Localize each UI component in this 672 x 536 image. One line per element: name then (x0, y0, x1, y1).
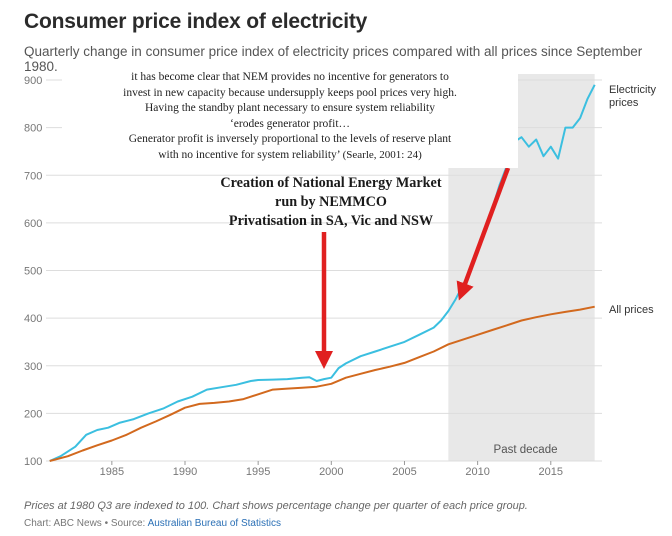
quote-line-last: with no incentive for system reliability… (62, 148, 518, 164)
y-tick-label: 700 (24, 170, 42, 182)
quote-line: it has become clear that NEM provides no… (131, 71, 449, 83)
quote-citation: (Searle, 2001: 24) (342, 148, 422, 161)
credit-prefix: Chart: ABC News • Source: (24, 518, 148, 529)
x-tick-label: 2005 (392, 466, 416, 478)
electricity-series-label: Electricity (609, 84, 657, 96)
all-prices-line (49, 305, 595, 462)
y-tick-label: 200 (24, 408, 42, 420)
quote-line: Generator profit is inversely proportion… (128, 133, 452, 146)
chart-title: Consumer price index of electricity (24, 10, 368, 33)
price-surge-arrow (456, 167, 511, 301)
event-line: run by NEMMCO (275, 194, 387, 210)
x-tick-label: 2000 (319, 466, 343, 478)
x-tick-label: 2010 (465, 466, 489, 478)
quote-line: invest in new capacity because undersupp… (123, 86, 457, 99)
chart-subtitle: Quarterly change in consumer price index… (24, 44, 643, 74)
all-prices-series-label: All prices (609, 304, 654, 316)
y-tick-label: 300 (24, 361, 42, 373)
x-tick-label: 2015 (539, 466, 563, 478)
x-tick-label: 1990 (173, 466, 197, 478)
event-annotation: Creation of National Energy Market run b… (196, 174, 466, 231)
y-tick-label: 100 (24, 456, 42, 468)
event-line: Creation of National Energy Market (220, 175, 442, 191)
y-tick-label: 600 (24, 218, 42, 230)
y-tick-label: 800 (24, 123, 42, 135)
event-line: Privatisation in SA, Vic and NSW (228, 213, 434, 229)
quote-line: Having the standby plant necessary to en… (145, 102, 435, 115)
quote-line: ‘erodes generator profit… (229, 117, 351, 130)
y-tick-label: 900 (24, 75, 42, 87)
quote-box: it has become clear that NEM provides no… (62, 68, 518, 168)
electricity-line (49, 84, 596, 462)
past-decade-label: Past decade (494, 444, 558, 456)
quote-line-text: with no incentive for system reliability… (158, 148, 340, 161)
electricity-series-label: prices (609, 97, 639, 109)
source-link[interactable]: Australian Bureau of Statistics (147, 518, 281, 529)
chart-credit: Chart: ABC News • Source: Australian Bur… (24, 518, 281, 529)
y-tick-label: 400 (24, 313, 42, 325)
x-tick-label: 1995 (246, 466, 270, 478)
y-tick-label: 500 (24, 266, 42, 278)
x-tick-label: 1985 (100, 466, 124, 478)
chart-footnote: Prices at 1980 Q3 are indexed to 100. Ch… (24, 500, 528, 512)
